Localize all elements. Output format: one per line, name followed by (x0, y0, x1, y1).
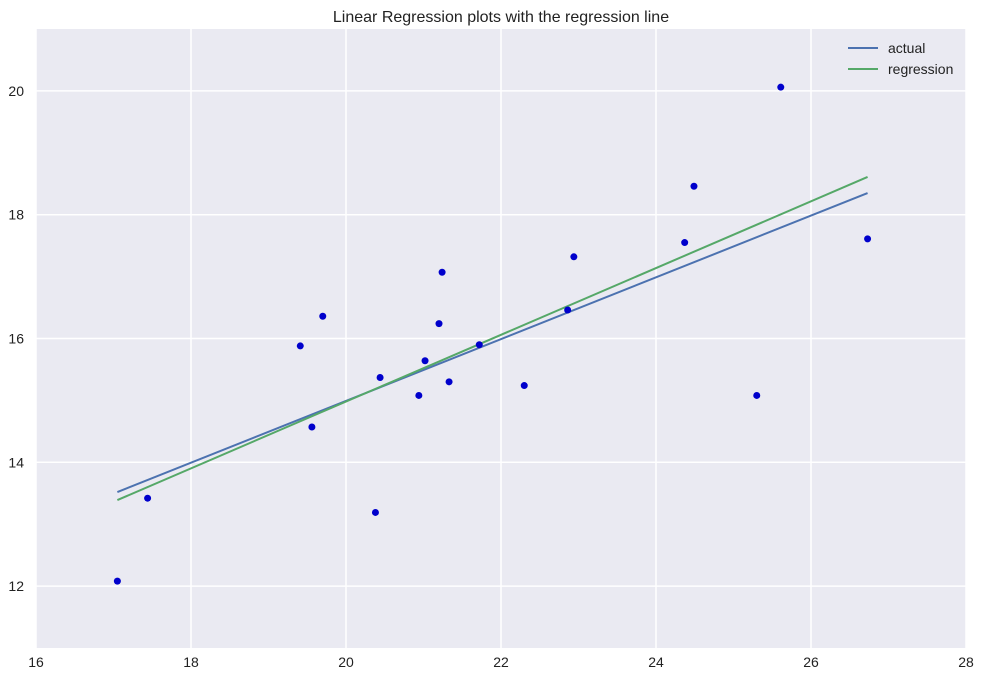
x-tick-label: 18 (183, 654, 199, 670)
series-line-regression (116, 176, 868, 501)
data-point (371, 508, 379, 516)
y-tick-label: 14 (8, 454, 24, 470)
legend-label-regression: regression (888, 61, 953, 77)
data-point (475, 341, 483, 349)
data-point (415, 391, 423, 399)
series-line-actual (117, 192, 868, 493)
data-point (438, 268, 446, 276)
y-tick-label: 12 (8, 578, 24, 594)
y-tick-label: 16 (8, 331, 24, 347)
x-tick-label: 20 (338, 654, 354, 670)
data-point (319, 312, 327, 320)
chart-title: Linear Regression plots with the regress… (333, 9, 669, 26)
data-point (681, 239, 689, 247)
legend-label-actual: actual (888, 40, 925, 56)
legend: actual regression (848, 40, 953, 77)
data-point (113, 577, 121, 585)
data-point (864, 235, 872, 243)
data-point (520, 382, 528, 390)
data-point (690, 182, 698, 190)
data-point (308, 423, 316, 431)
y-tick-label: 20 (8, 83, 24, 99)
data-point (435, 320, 443, 328)
series-lines (116, 176, 868, 501)
data-point (564, 306, 572, 314)
x-tick-label: 22 (493, 654, 509, 670)
tick-labels: 16 18 20 22 24 26 28 12 14 16 18 20 (8, 83, 974, 670)
data-point (144, 494, 152, 502)
x-tick-label: 28 (958, 654, 974, 670)
data-point (376, 373, 384, 381)
data-point (753, 391, 761, 399)
data-point (445, 378, 453, 386)
x-tick-label: 16 (28, 654, 44, 670)
y-tick-label: 18 (8, 207, 24, 223)
x-tick-label: 24 (648, 654, 664, 670)
data-point (421, 357, 429, 365)
data-point (777, 83, 785, 91)
scatter-points (113, 83, 872, 585)
x-tick-label: 26 (803, 654, 819, 670)
data-point (296, 342, 304, 350)
data-point (570, 253, 578, 261)
